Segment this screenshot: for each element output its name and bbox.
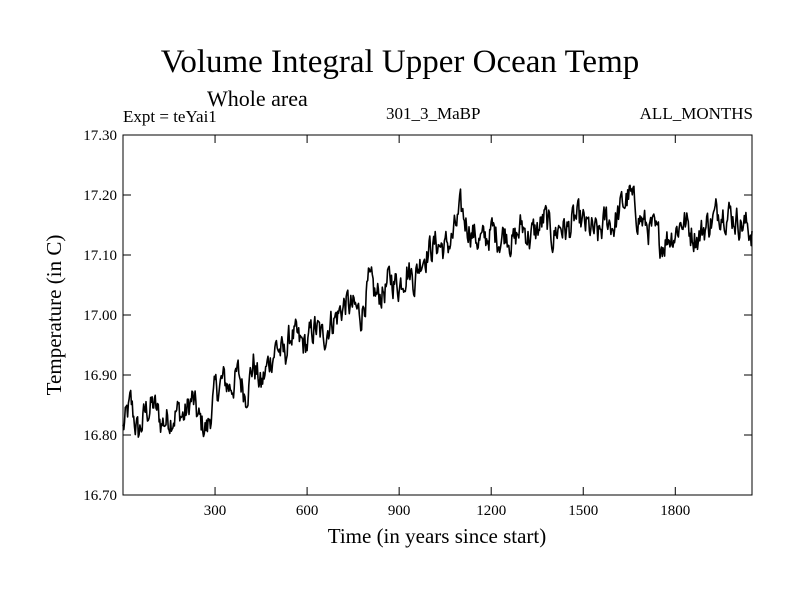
y-tick-label: 16.70 bbox=[83, 488, 117, 504]
y-tick-label: 16.80 bbox=[83, 428, 117, 444]
chart-title: Volume Integral Upper Ocean Temp bbox=[160, 44, 640, 80]
x-tick-label: 300 bbox=[204, 503, 227, 519]
y-tick-label: 17.30 bbox=[83, 128, 117, 144]
run-label: 301_3_MaBP bbox=[386, 104, 481, 123]
x-axis-label: Time (in years since start) bbox=[328, 524, 547, 548]
x-tick-label: 900 bbox=[388, 503, 411, 519]
x-tick-label: 1200 bbox=[476, 503, 506, 519]
plot-frame bbox=[122, 134, 753, 496]
x-tick-label: 600 bbox=[296, 503, 319, 519]
series-line bbox=[122, 184, 753, 438]
experiment-label: Expt = teYai1 bbox=[123, 107, 217, 126]
y-tick-label: 16.90 bbox=[83, 368, 117, 384]
y-tick-label: 17.20 bbox=[83, 188, 117, 204]
months-label: ALL_MONTHS bbox=[639, 104, 753, 123]
y-tick-label: 17.00 bbox=[83, 308, 117, 324]
y-tick-label: 17.10 bbox=[83, 248, 117, 264]
x-tick-label: 1500 bbox=[568, 503, 598, 519]
x-tick-label: 1800 bbox=[660, 503, 690, 519]
chart-subtitle: Whole area bbox=[207, 86, 308, 111]
y-axis-label: Temperature (in C) bbox=[42, 235, 66, 396]
